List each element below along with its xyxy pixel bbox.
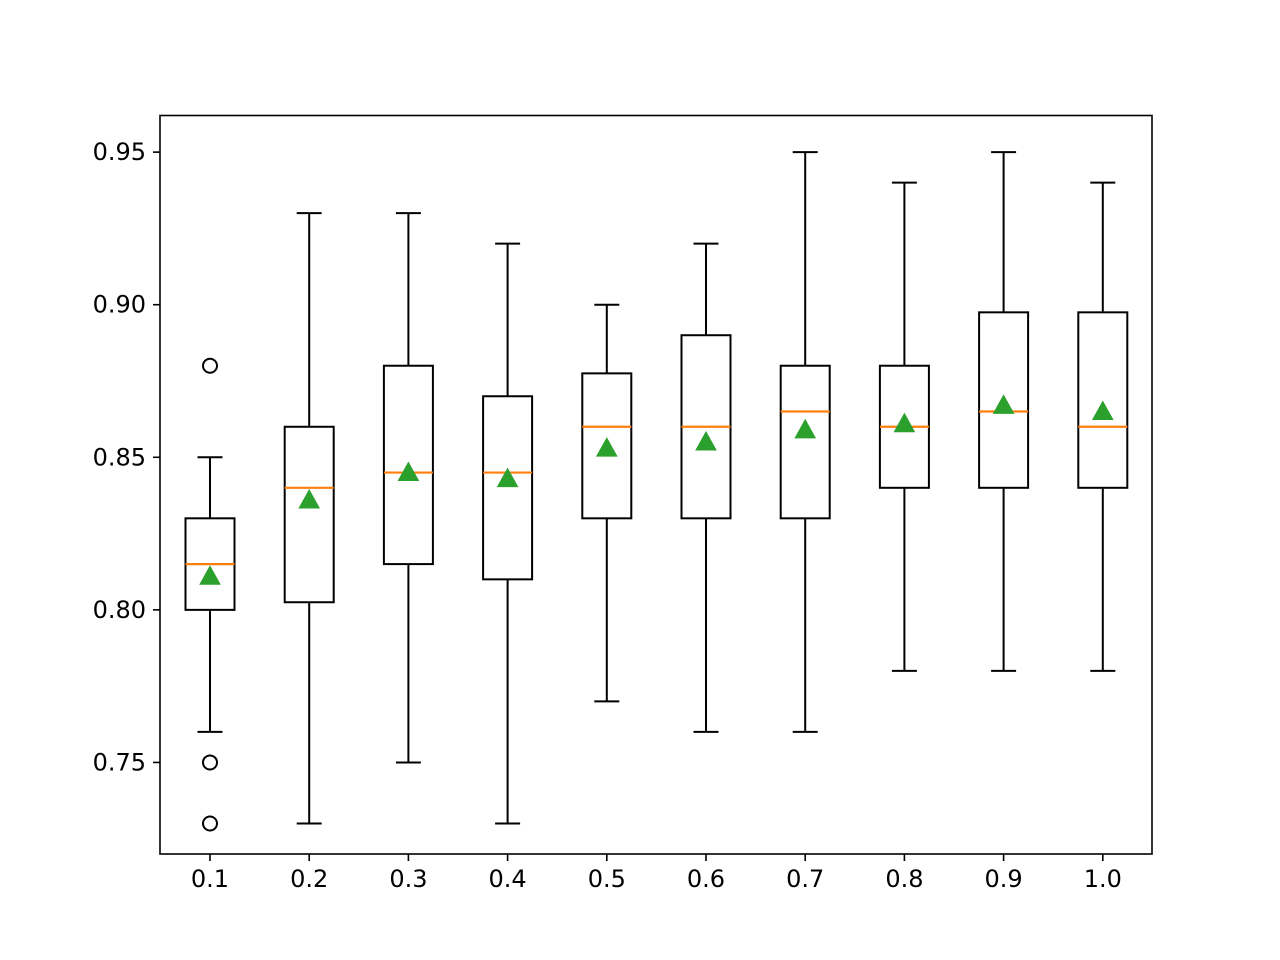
box-iqr xyxy=(283,425,335,604)
box-group xyxy=(680,242,732,733)
y-tick-label: 0.95 xyxy=(93,138,146,166)
y-tick-label: 0.90 xyxy=(93,291,146,319)
box-group xyxy=(184,357,236,832)
mean-marker xyxy=(595,437,618,457)
box-group xyxy=(878,181,930,672)
mean-marker xyxy=(397,461,420,482)
plot-area xyxy=(184,151,1129,832)
x-tick-label: 0.7 xyxy=(786,865,824,893)
outlier-point xyxy=(202,815,218,832)
box-iqr xyxy=(1077,311,1129,489)
x-axis: 0.1 0.2 0.3 0.4 0.5 0.6 0.7 0.8 0.9 1.0 xyxy=(191,854,1122,893)
mean-marker xyxy=(199,565,221,585)
box-group xyxy=(283,212,335,825)
box-group xyxy=(1077,181,1129,672)
x-tick-label: 0.5 xyxy=(588,865,626,893)
outlier-point xyxy=(202,357,218,374)
box-iqr xyxy=(779,364,831,520)
y-tick-label: 0.80 xyxy=(93,596,146,624)
mean-marker xyxy=(1091,400,1114,421)
y-tick-label: 0.85 xyxy=(93,443,146,471)
box-iqr xyxy=(382,364,434,566)
mean-marker xyxy=(695,430,717,451)
mean-marker xyxy=(298,488,321,509)
x-tick-label: 0.9 xyxy=(985,865,1023,893)
x-tick-label: 0.1 xyxy=(191,865,229,893)
mean-marker xyxy=(893,412,916,433)
outlier-point xyxy=(202,754,218,771)
box-iqr xyxy=(482,395,534,581)
y-axis: 0.75 0.80 0.85 0.90 0.95 xyxy=(93,138,160,776)
x-tick-label: 0.6 xyxy=(687,865,725,893)
box-iqr xyxy=(581,372,633,520)
box-group xyxy=(482,242,534,825)
box-group xyxy=(581,303,633,703)
box-group xyxy=(382,212,434,764)
x-tick-label: 1.0 xyxy=(1084,865,1122,893)
box-group xyxy=(779,151,831,733)
mean-marker xyxy=(794,418,817,439)
x-tick-label: 0.4 xyxy=(489,865,527,893)
x-tick-label: 0.3 xyxy=(389,865,427,893)
mean-marker xyxy=(992,394,1015,414)
mean-marker xyxy=(496,467,519,488)
x-tick-label: 0.8 xyxy=(885,865,923,893)
axes-frame xyxy=(159,114,1153,855)
box-iqr xyxy=(978,311,1030,489)
x-tick-label: 0.2 xyxy=(290,865,328,893)
box-group xyxy=(978,151,1030,672)
y-tick-label: 0.75 xyxy=(93,748,146,776)
